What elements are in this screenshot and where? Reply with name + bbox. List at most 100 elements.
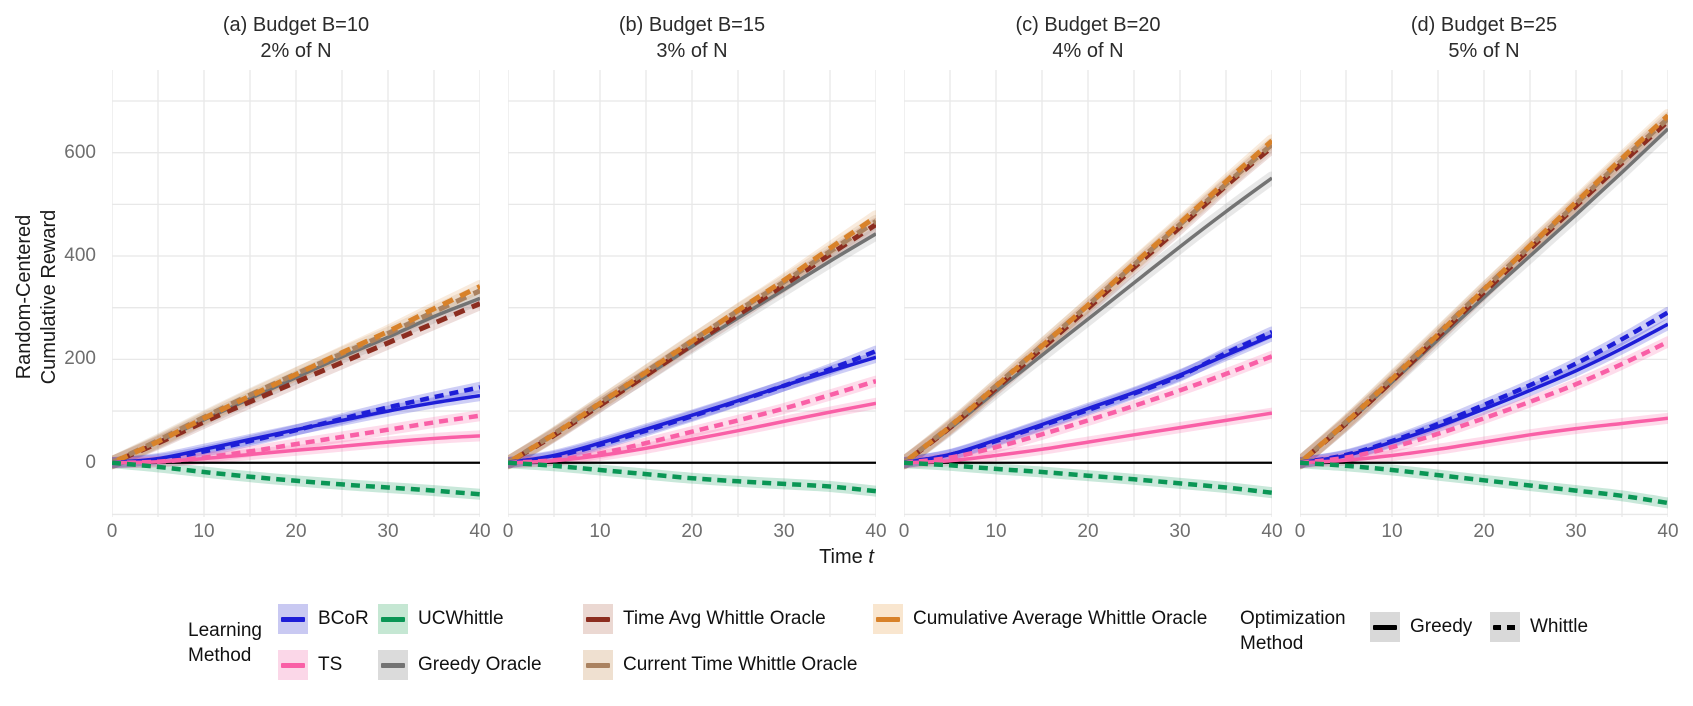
x-tick-label: 0	[106, 521, 118, 542]
legend-label: BCoR	[318, 608, 369, 629]
x-tick-label: 40	[865, 521, 887, 542]
legend-swatch-whittle	[1490, 612, 1520, 642]
solid-line-icon	[281, 662, 305, 668]
panel-title-line: (a) Budget B=10	[222, 14, 370, 36]
legend-item-current-time-whittle-oracle: Current Time Whittle Oracle	[583, 650, 873, 680]
x-tick-label: 40	[1261, 521, 1283, 542]
solid-line-icon	[586, 616, 610, 622]
legend-item-greedy-oracle: Greedy Oracle	[378, 650, 583, 680]
panel-subtitle: 2% of N	[260, 40, 332, 62]
solid-line-icon	[281, 616, 305, 622]
series-line-ts-whittle	[508, 378, 876, 465]
series-line-cum_avg-whittle	[508, 214, 876, 465]
series-line-ucwhittle-whittle	[508, 460, 876, 494]
x-axis-label: Time t	[0, 546, 1693, 569]
legend-swatch-greedy-oracle	[378, 650, 408, 680]
x-tick-label: 40	[469, 521, 491, 542]
legend-label: TS	[318, 654, 343, 675]
x-axis-label-text: Time	[819, 546, 869, 568]
solid-line-icon	[381, 662, 405, 668]
legend-swatch-ucwhittle	[378, 604, 408, 634]
series-line-ts-whittle	[1300, 339, 1668, 465]
y-tick-label: 600	[64, 141, 96, 163]
learning-method-legend-title: Learning Method	[188, 618, 262, 668]
legend-swatch-bcor	[278, 604, 308, 634]
optimization-method-legend-title: Optimization Method	[1240, 606, 1346, 656]
series-line-bcor-whittle	[112, 385, 480, 465]
x-tick-label: 10	[589, 521, 611, 542]
solid-line-icon	[586, 662, 610, 668]
legend-item-cumulative-average-whittle-oracle: Cumulative Average Whittle Oracle	[873, 604, 1223, 634]
series-line-ts-whittle	[904, 354, 1272, 465]
panel-title-line: (c) Budget B=20	[1015, 14, 1161, 36]
legend-label: UCWhittle	[418, 608, 504, 629]
legend-title-line: Method	[1240, 633, 1304, 654]
learning-method-legend-items: BCoR TS UCWhittle Greedy Oracle Time Avg…	[278, 596, 1223, 688]
series-line-current_time-whittle	[1300, 116, 1668, 465]
x-tick-label: 20	[1473, 521, 1495, 542]
series-line-cum_avg-whittle	[112, 284, 480, 465]
x-tick-label: 20	[1077, 521, 1099, 542]
x-tick-label: 30	[1169, 521, 1191, 542]
plot-svg-d	[1300, 70, 1668, 517]
panel-c: (c) Budget B=20 4% of N 0 10 20 30 40	[899, 6, 1283, 547]
panel-title: (b) Budget B=15 3% of N	[508, 6, 876, 70]
series-line-bcor-whittle	[1300, 310, 1668, 465]
y-tick-label: 0	[85, 451, 96, 473]
legend-item-ucwhittle: UCWhittle	[378, 604, 583, 634]
plot-svg-a	[112, 70, 480, 517]
legend-swatch-greedy	[1370, 612, 1400, 642]
legend-label: Cumulative Average Whittle Oracle	[913, 608, 1208, 629]
legend-label: Greedy Oracle	[418, 654, 542, 675]
x-tick-label: 30	[377, 521, 399, 542]
x-axis-ticks: 0 10 20 30 40	[1295, 521, 1679, 547]
legend-title-line: Learning	[188, 620, 262, 641]
x-tick-label: 10	[1381, 521, 1403, 542]
series-line-ts-whittle	[112, 413, 480, 465]
x-tick-label: 10	[193, 521, 215, 542]
plot-svg-b	[508, 70, 876, 517]
series-line-bcor-whittle	[508, 349, 876, 465]
legend-swatch-ts	[278, 650, 308, 680]
series-line-ts-greedy	[1300, 416, 1668, 465]
solid-line-icon	[1373, 624, 1397, 630]
dashed-line-icon	[1493, 624, 1517, 630]
legend: Learning Method BCoR TS UCWhittle Greedy…	[0, 588, 1693, 706]
x-axis-ticks: 0 10 20 30 40	[107, 521, 491, 547]
legend-swatch-time-avg	[583, 604, 613, 634]
legend-label: Greedy	[1410, 616, 1473, 637]
legend-item-bcor: BCoR	[278, 604, 378, 634]
y-axis-ticks: 0 200 400 600	[0, 0, 96, 520]
series-line-cum_avg-whittle	[904, 138, 1272, 465]
series-line-time_avg-whittle	[112, 301, 480, 466]
x-tick-label: 0	[502, 521, 514, 542]
legend-label: Time Avg Whittle Oracle	[623, 608, 826, 629]
x-axis-label-variable: t	[868, 546, 874, 568]
series-line-ucwhittle-whittle	[1300, 460, 1668, 506]
legend-swatch-current-time	[583, 650, 613, 680]
series-line-ts-greedy	[112, 434, 480, 465]
x-tick-label: 20	[681, 521, 703, 542]
series-line-ucwhittle-whittle	[112, 460, 480, 497]
x-tick-label: 10	[985, 521, 1007, 542]
legend-title-line: Method	[188, 645, 252, 666]
panels-row: (a) Budget B=10 2% of N 0 10 20 30 40 (b) Bu…	[107, 6, 1679, 547]
x-axis-ticks: 0 10 20 30 40	[503, 521, 887, 547]
panel-title-line: (b) Budget B=15	[618, 14, 766, 36]
panel-a: (a) Budget B=10 2% of N 0 10 20 30 40	[107, 6, 491, 547]
legend-item-greedy: Greedy	[1370, 604, 1472, 650]
x-axis-ticks: 0 10 20 30 40	[899, 521, 1283, 547]
panel-b: (b) Budget B=15 3% of N 0 10 20 30 40	[503, 6, 887, 547]
legend-item-whittle: Whittle	[1490, 604, 1588, 650]
x-tick-label: 0	[1294, 521, 1306, 542]
x-tick-label: 30	[1565, 521, 1587, 542]
series-line-bcor-whittle	[904, 329, 1272, 465]
series-line-ucwhittle-whittle	[904, 460, 1272, 495]
series-line-ts-greedy	[904, 411, 1272, 465]
panel-subtitle: 4% of N	[1052, 40, 1124, 62]
plot-svg-c	[904, 70, 1272, 517]
panel-title: (d) Budget B=25 5% of N	[1300, 6, 1668, 70]
solid-line-icon	[381, 616, 405, 622]
panel-subtitle: 3% of N	[656, 40, 728, 62]
